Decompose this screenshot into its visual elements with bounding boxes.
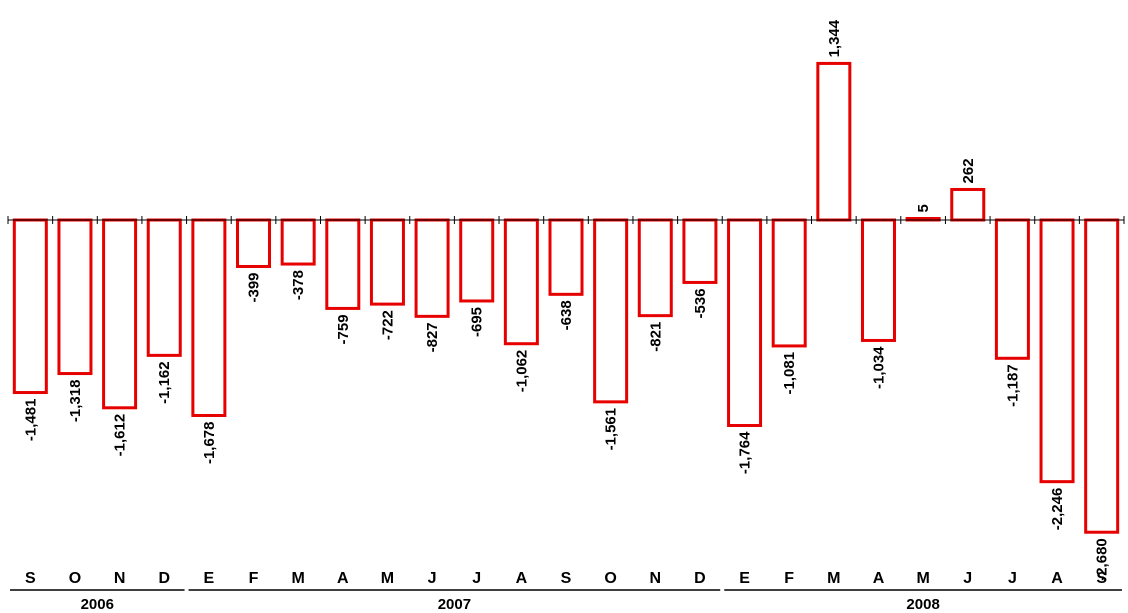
category-label: N	[114, 570, 126, 587]
value-label: -638	[558, 300, 575, 330]
value-label: -1,062	[513, 350, 530, 393]
bar	[1084, 218, 1120, 534]
category-label: F	[249, 570, 259, 587]
bar	[503, 218, 539, 346]
bar	[593, 218, 629, 404]
bar	[325, 218, 361, 310]
value-label: 262	[960, 158, 977, 183]
year-label: 2006	[81, 596, 114, 613]
bar	[816, 61, 852, 222]
category-label: E	[739, 570, 750, 587]
category-label: A	[337, 570, 349, 587]
bar	[459, 218, 495, 303]
value-label: -1,561	[603, 408, 620, 451]
category-label: M	[381, 570, 394, 587]
bar	[637, 218, 673, 318]
value-label: -2,680	[1094, 538, 1111, 581]
category-label: A	[873, 570, 885, 587]
year-groups: 2006 2007 2008	[10, 589, 1122, 613]
value-label: 1,344	[826, 19, 843, 57]
bar	[548, 218, 584, 296]
category-label: A	[516, 570, 528, 587]
value-labels: -1,481 -1,318 -1,612 -1,162 -1,678 -399 -378 -7…	[22, 19, 1110, 581]
value-label: -695	[469, 307, 486, 337]
bar	[57, 218, 93, 376]
category-label: N	[649, 570, 661, 587]
value-label: -536	[692, 288, 709, 318]
year-label: 2008	[906, 596, 939, 613]
value-label: -759	[335, 314, 352, 344]
value-label: -1,187	[1004, 364, 1021, 407]
bar	[1039, 218, 1075, 484]
bar	[682, 218, 718, 284]
category-label: F	[784, 570, 794, 587]
value-label: -1,764	[737, 431, 754, 474]
category-label: J	[963, 570, 972, 587]
bar	[950, 187, 986, 222]
category-label: S	[25, 570, 36, 587]
year-label: 2007	[438, 596, 471, 613]
value-label: -399	[246, 272, 263, 302]
bar	[12, 218, 48, 395]
category-label: J	[428, 570, 437, 587]
value-label: -2,246	[1049, 488, 1066, 531]
value-label: -722	[379, 310, 396, 340]
bar	[146, 218, 182, 357]
axis-ticks	[7, 216, 1125, 224]
category-label: S	[561, 570, 572, 587]
bar	[191, 218, 227, 417]
value-label: -378	[290, 270, 307, 300]
bar	[102, 218, 138, 410]
category-label: J	[1008, 570, 1017, 587]
bar	[280, 218, 316, 266]
value-label: -1,162	[156, 361, 173, 404]
category-label: M	[827, 570, 840, 587]
value-label: -1,081	[781, 352, 798, 395]
bar	[860, 218, 896, 342]
value-label: -1,034	[870, 346, 887, 389]
value-label: -1,481	[22, 399, 39, 442]
category-label: O	[604, 570, 616, 587]
value-label: -821	[647, 322, 664, 352]
category-label: S	[1096, 570, 1107, 587]
value-label: -1,318	[67, 380, 84, 423]
bar	[236, 218, 272, 268]
value-label: -1,612	[112, 414, 129, 457]
bar	[771, 218, 807, 348]
bar	[994, 218, 1030, 360]
bar	[414, 218, 450, 318]
value-label: -827	[424, 322, 441, 352]
category-label: D	[158, 570, 170, 587]
bar	[727, 218, 763, 428]
value-label: -1,678	[201, 421, 218, 464]
category-label: M	[916, 570, 929, 587]
category-label: J	[472, 570, 481, 587]
bars-group	[12, 61, 1120, 534]
category-label: E	[204, 570, 215, 587]
category-label: D	[694, 570, 706, 587]
category-label: M	[291, 570, 304, 587]
category-label: A	[1051, 570, 1063, 587]
category-label: O	[69, 570, 81, 587]
value-label: 5	[915, 204, 932, 212]
bar	[369, 218, 405, 306]
